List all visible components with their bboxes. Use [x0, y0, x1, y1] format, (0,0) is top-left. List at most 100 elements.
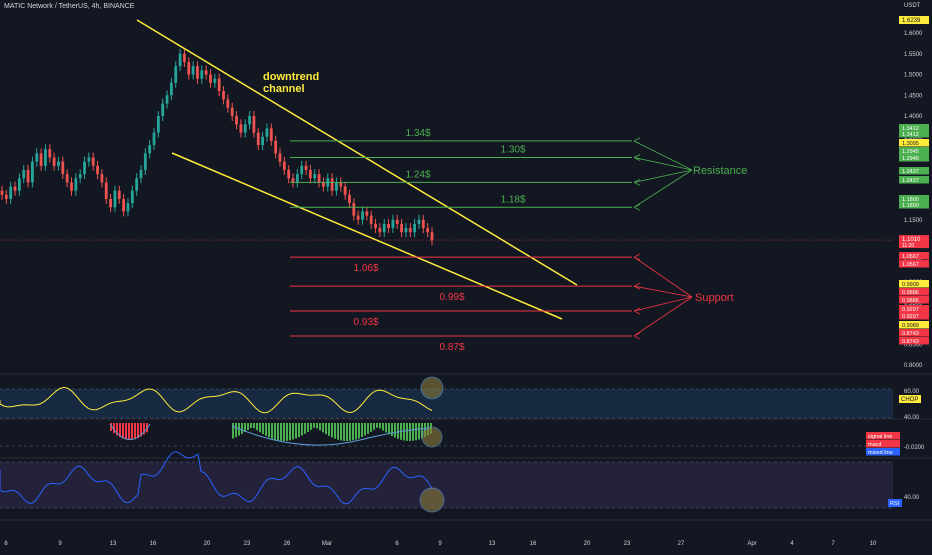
- candle-body: [426, 228, 430, 233]
- macd-hist-bar: [373, 423, 375, 430]
- price-tag-bg: [899, 201, 929, 209]
- candle-body: [35, 153, 39, 162]
- y-tick-label: 1.1500: [904, 218, 923, 224]
- resistance-arrow: [633, 157, 693, 171]
- candle-body: [382, 223, 386, 233]
- macd-tag-bg: [866, 448, 900, 456]
- macd-hist-bar: [134, 423, 136, 440]
- macd-hist-bar: [286, 423, 288, 441]
- candle-body: [269, 128, 273, 141]
- candle-body: [161, 103, 165, 116]
- candle-body: [183, 53, 186, 63]
- candle-body: [126, 203, 130, 212]
- price-tag: 0.9886: [902, 298, 919, 304]
- candle-body: [191, 66, 195, 75]
- macd-hist-bar: [128, 423, 130, 440]
- candle-body: [413, 223, 417, 233]
- price-tag-bg: [899, 139, 929, 147]
- candle-body: [230, 107, 234, 116]
- macd-hist-bar: [415, 423, 417, 441]
- macd-hist-bar: [349, 423, 351, 441]
- candle-body: [335, 182, 338, 191]
- resistance-arrowhead: [633, 137, 641, 145]
- candle-body: [217, 78, 221, 92]
- rsi-band: [0, 462, 893, 508]
- candle-body: [252, 116, 256, 133]
- macd-tag: signal line: [868, 434, 892, 440]
- candle-body: [178, 53, 182, 67]
- price-tag: 0.8743: [902, 339, 919, 345]
- macd-hist-bar: [274, 423, 276, 440]
- macd-hist-bar: [143, 423, 145, 435]
- candle-body: [339, 182, 343, 187]
- macd-hist-bar: [271, 423, 273, 439]
- candle-body: [248, 116, 251, 125]
- support-arrow: [633, 296, 693, 312]
- candle-body: [204, 70, 208, 75]
- currency-label: USDT: [904, 3, 921, 9]
- candle-body: [322, 182, 325, 187]
- last-price-tag: 1.1010: [902, 237, 921, 243]
- macd-hist-bar: [331, 423, 333, 438]
- chop-line: [0, 386, 433, 414]
- macd-hist-bar: [277, 423, 279, 441]
- channel-annotation: channel: [263, 83, 305, 95]
- macd-hist-bar: [283, 423, 285, 441]
- resistance-label: 1.30$: [500, 145, 525, 156]
- macd-hist-bar: [280, 423, 282, 441]
- candle-body: [17, 178, 21, 191]
- price-tag-bg: [899, 252, 929, 260]
- candle-body: [104, 182, 108, 199]
- macd-hist-bar: [313, 423, 315, 428]
- price-tag: 1.2437: [902, 178, 919, 184]
- resistance-arrowhead: [633, 203, 641, 211]
- chop-band: [0, 389, 893, 418]
- price-tag: 1.1800: [902, 197, 919, 203]
- price-tag-bg: [899, 176, 929, 184]
- candle-body: [352, 203, 356, 216]
- channel-upper-line: [136, 19, 578, 286]
- price-tag: 1.2437: [902, 169, 919, 175]
- x-tick-label: 4: [790, 541, 794, 547]
- price-tag-bg: [899, 130, 929, 138]
- x-tick-label: Mar: [322, 541, 332, 547]
- macd-hist-bar: [376, 423, 378, 428]
- candle-body: [300, 165, 304, 175]
- macd-highlight: [421, 426, 443, 448]
- candle-body: [200, 70, 204, 79]
- chop-highlight: [420, 376, 444, 400]
- x-tick-label: 20: [584, 541, 591, 547]
- candle-body: [243, 124, 247, 133]
- candle-body: [365, 211, 369, 216]
- y-tick-label: 1.5000: [904, 73, 923, 79]
- price-tag-bg: [899, 280, 929, 288]
- price-tag-bg: [899, 260, 929, 268]
- candle-body: [213, 78, 217, 83]
- price-tag: 1.0567: [902, 254, 919, 260]
- macd-hist-bar: [131, 423, 133, 440]
- macd-hist-bar: [397, 423, 399, 439]
- price-tag: 0.8743: [902, 331, 919, 337]
- macd-hist-bar: [346, 423, 348, 441]
- candle-body: [408, 228, 412, 233]
- x-tick-label: 27: [678, 541, 685, 547]
- candle-body: [109, 199, 112, 208]
- candle-body: [222, 91, 225, 100]
- macd-hist-bar: [337, 423, 339, 440]
- x-tick-label: 13: [110, 541, 117, 547]
- macd-hist-bar: [412, 423, 414, 441]
- macd-hist-bar: [355, 423, 357, 440]
- macd-hist-bar: [325, 423, 327, 435]
- candle-body: [313, 174, 317, 179]
- macd-hist-bar: [370, 423, 372, 432]
- candle-body: [139, 169, 143, 179]
- chop-level-label: 60.00: [904, 389, 920, 395]
- support-label: 0.99$: [439, 292, 464, 303]
- macd-hist-bar: [352, 423, 354, 441]
- candle-body: [148, 145, 152, 154]
- macd-hist-bar: [295, 423, 297, 439]
- macd-hist-bar: [367, 423, 369, 434]
- candle-body: [44, 149, 47, 166]
